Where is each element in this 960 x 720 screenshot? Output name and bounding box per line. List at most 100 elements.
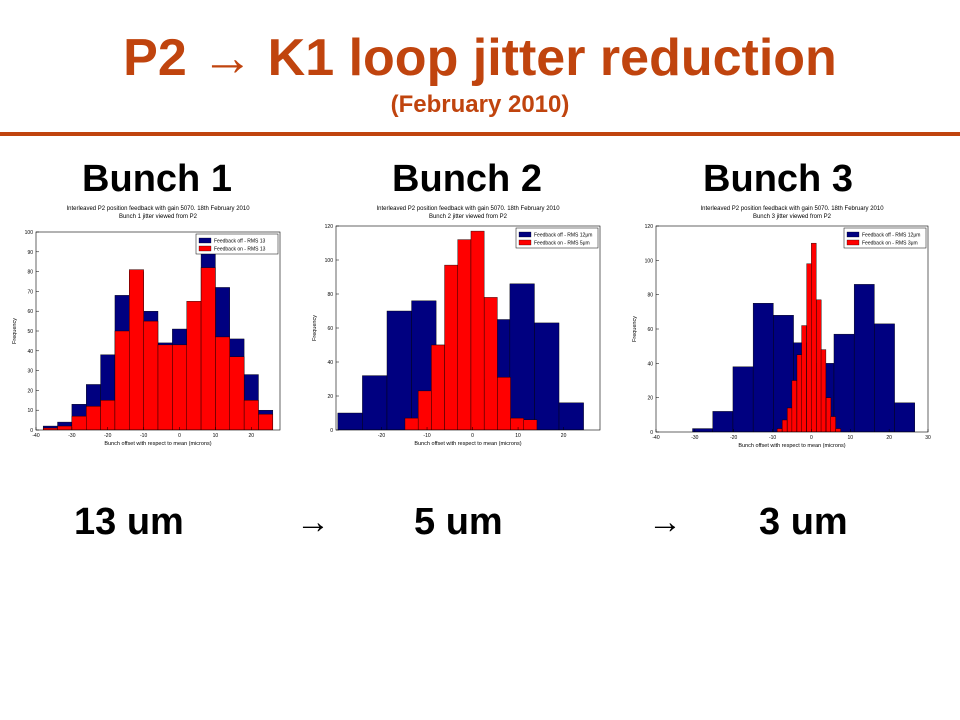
histogram-bunch-2-svg: Interleaved P2 position feedback with ga…	[300, 198, 610, 456]
bar-series-1	[874, 323, 895, 432]
histogram-bunch-1-svg: Interleaved P2 position feedback with ga…	[0, 198, 282, 456]
bar-series-1	[853, 284, 875, 432]
y-tick-label: 0	[330, 428, 333, 434]
bar-series-1	[692, 428, 713, 432]
y-tick-label: 120	[325, 224, 334, 230]
bar-series-2	[215, 336, 230, 430]
y-tick-label: 40	[27, 349, 33, 355]
legend-box	[195, 233, 279, 255]
legend-swatch-1	[518, 231, 532, 238]
bar-series-2	[776, 428, 783, 432]
histogram-bunch-1: Interleaved P2 position feedback with ga…	[0, 198, 282, 456]
bar-series-2	[86, 406, 101, 430]
bar-series-2	[129, 269, 144, 430]
x-tick-label: -40	[652, 435, 659, 441]
y-tick-label: 40	[647, 361, 653, 367]
legend-entry-2: Feedback on - RMS 3μm	[862, 241, 918, 247]
y-tick-label: 20	[27, 388, 33, 394]
y-tick-label: 20	[647, 396, 653, 402]
x-tick-label: 0	[471, 433, 474, 439]
bar-series-2	[787, 407, 793, 432]
bar-series-2	[404, 417, 419, 430]
bar-series-2	[457, 239, 472, 430]
x-tick-label: -30	[691, 435, 698, 441]
bar-series-2	[796, 354, 803, 432]
y-tick-label: 60	[647, 327, 653, 333]
bar-series-1	[732, 366, 754, 432]
x-axis-label: Bunch offset with respect to mean (micro…	[738, 443, 845, 449]
x-tick-label: 20	[561, 433, 567, 439]
y-axis-label: Frequency	[312, 315, 318, 341]
x-tick-label: -20	[730, 435, 737, 441]
chart-title: Interleaved P2 position feedback with ga…	[700, 206, 884, 212]
x-tick-label: 10	[213, 433, 219, 439]
bars-group	[337, 230, 584, 430]
y-tick-label: 0	[650, 430, 653, 436]
x-tick-label: -40	[32, 433, 39, 439]
chart-subtitle: Bunch 3 jitter viewed from P2	[753, 214, 832, 220]
y-tick-label: 100	[25, 230, 34, 236]
x-tick-label: -10	[423, 433, 430, 439]
histogram-bunch-3-svg: Interleaved P2 position feedback with ga…	[624, 198, 940, 456]
legend-box	[843, 227, 927, 249]
slide-title: P2 → K1 loop jitter reduction	[123, 29, 837, 87]
bar-series-1	[534, 322, 560, 430]
bar-series-2	[444, 264, 458, 430]
x-tick-label: -10	[140, 433, 147, 439]
bar-series-2	[258, 413, 274, 430]
bars-group	[692, 242, 915, 432]
legend-entry-1: Feedback off - RMS 12μm	[862, 233, 920, 239]
chart-title: Interleaved P2 position feedback with ga…	[66, 206, 250, 212]
histogram-bunch-2: Interleaved P2 position feedback with ga…	[300, 198, 610, 456]
bar-series-2	[820, 349, 827, 432]
bar-series-1	[894, 402, 915, 432]
bar-series-2	[172, 344, 187, 430]
y-tick-label: 40	[327, 360, 333, 366]
x-tick-label: -20	[378, 433, 385, 439]
bar-series-1	[833, 333, 855, 432]
bunch-1-label: Bunch 1	[82, 158, 232, 200]
bar-series-2	[470, 230, 485, 430]
bar-series-2	[100, 400, 116, 430]
legend-swatch-1	[198, 237, 212, 244]
bars-group	[42, 251, 274, 430]
rms-bunch-3: 3 um	[759, 501, 848, 543]
bar-series-2	[71, 415, 87, 430]
bar-series-2	[186, 301, 202, 430]
legend-swatch-1	[846, 231, 860, 238]
legend-swatch-2	[198, 245, 212, 252]
x-tick-label: 20	[249, 433, 255, 439]
y-tick-label: 10	[27, 408, 33, 414]
x-axis-label: Bunch offset with respect to mean (micro…	[104, 441, 211, 447]
arrow-icon: →	[296, 503, 330, 541]
bar-series-2	[806, 263, 812, 432]
bar-series-2	[114, 330, 130, 430]
legend-entry-2: Feedback on - RMS 13	[214, 247, 266, 253]
bar-series-2	[811, 242, 817, 432]
x-tick-label: 20	[886, 435, 892, 441]
y-tick-label: 90	[27, 250, 33, 256]
x-tick-label: 10	[848, 435, 854, 441]
x-tick-label: 0	[810, 435, 813, 441]
y-tick-label: 80	[647, 293, 653, 299]
bar-series-2	[143, 320, 159, 430]
bar-series-1	[752, 303, 774, 432]
y-tick-label: 60	[27, 309, 33, 315]
slide-subtitle: (February 2010)	[390, 91, 570, 118]
legend-swatch-2	[846, 239, 860, 246]
bar-series-2	[835, 428, 841, 432]
y-tick-label: 30	[27, 369, 33, 375]
legend-box	[515, 227, 599, 249]
bar-series-2	[510, 417, 524, 430]
bar-series-2	[200, 267, 216, 430]
bar-series-1	[362, 375, 388, 430]
histogram-bunch-3: Interleaved P2 position feedback with ga…	[624, 198, 940, 456]
rms-bunch-2: 5 um	[414, 501, 503, 543]
y-tick-label: 100	[645, 258, 654, 264]
bar-series-2	[57, 425, 73, 430]
legend-swatch-2	[518, 239, 532, 246]
bar-series-2	[417, 390, 432, 430]
arrow-icon: →	[648, 503, 682, 541]
legend-entry-2: Feedback on - RMS 5μm	[534, 241, 590, 247]
y-axis-label: Frequency	[12, 318, 18, 344]
